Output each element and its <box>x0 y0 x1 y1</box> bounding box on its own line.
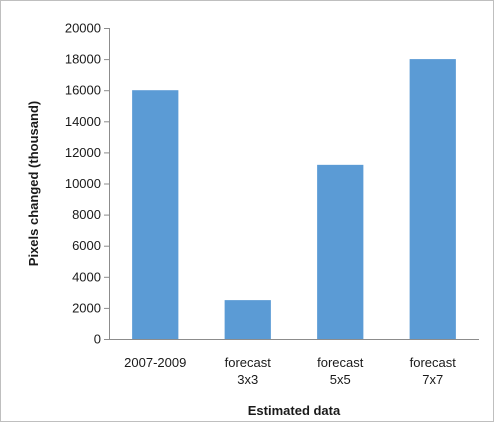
y-tick-label: 16000 <box>65 83 101 98</box>
y-tick-label: 10000 <box>65 176 101 191</box>
y-tick-label: 6000 <box>72 238 101 253</box>
y-tick-label: 4000 <box>72 269 101 284</box>
y-axis-title: Pixels changed (thousand) <box>26 101 41 266</box>
bar <box>317 164 364 339</box>
y-tick-label: 14000 <box>65 114 101 129</box>
x-axis-title: Estimated data <box>248 403 341 418</box>
bar <box>224 300 271 339</box>
x-tick-label: forecast 3x3 <box>225 355 272 387</box>
x-tick-label: forecast 5x5 <box>317 355 364 387</box>
bars <box>132 59 456 339</box>
bar <box>132 90 179 339</box>
x-axis-tick-labels: 2007-2009 forecast 3x3 forecast 5x5 forecast 7… <box>124 355 456 387</box>
y-tick-label: 2000 <box>72 300 101 315</box>
x-tick-label: 2007-2009 <box>124 355 186 370</box>
bar <box>409 59 456 339</box>
y-tick-label: 20000 <box>65 21 101 36</box>
y-tick-label: 8000 <box>72 207 101 222</box>
y-tick-label: 12000 <box>65 145 101 160</box>
x-tick-label: forecast 7x7 <box>410 355 457 387</box>
y-tick-label: 0 <box>94 332 101 347</box>
y-tick-label: 18000 <box>65 52 101 67</box>
y-axis-ticks: 0 2000 4000 6000 8000 10000 12000 14000 16000 180… <box>65 21 109 347</box>
